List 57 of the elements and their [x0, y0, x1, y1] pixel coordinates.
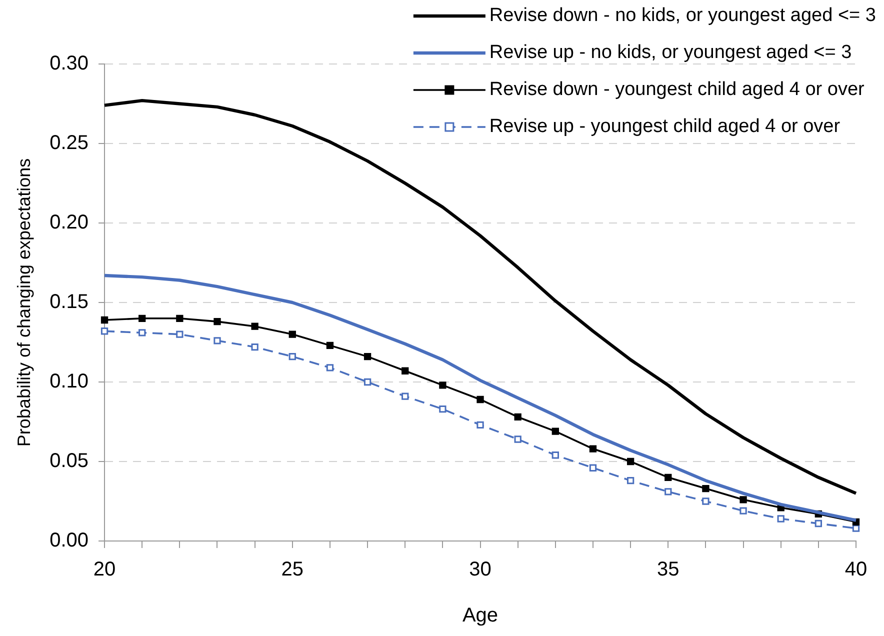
x-tick-label: 20: [93, 558, 116, 581]
point: [814, 520, 822, 528]
point: [214, 337, 221, 344]
point: [589, 464, 597, 472]
point: [852, 524, 860, 532]
point: [626, 458, 634, 466]
point: [439, 382, 446, 389]
point: [288, 330, 296, 338]
point: [251, 322, 258, 330]
point: [364, 378, 372, 386]
point: [702, 498, 710, 505]
point: [740, 496, 747, 504]
point: [439, 405, 446, 413]
point: [251, 343, 258, 351]
point: [176, 314, 184, 322]
point: [288, 352, 296, 360]
legend-label: Revise down - youngest child aged 4 or over: [489, 79, 866, 100]
x-tick-label: 30: [469, 558, 492, 581]
point: [514, 436, 522, 443]
point: [589, 445, 597, 452]
x-tick-label: 25: [281, 558, 304, 581]
point: [402, 367, 409, 374]
point: [626, 477, 634, 484]
point: [364, 352, 372, 360]
y-axis-title: Probability of changing expectations: [14, 158, 34, 447]
point: [402, 392, 409, 400]
point: [138, 329, 146, 336]
x-axis-title: Age: [462, 604, 498, 627]
point: [664, 488, 672, 496]
point: [664, 474, 672, 481]
point: [476, 396, 484, 404]
point: [176, 330, 184, 338]
point: [326, 342, 334, 350]
y-tick-label: 0.25: [50, 132, 89, 154]
y-tick-label: 0.05: [50, 450, 89, 472]
point: [552, 452, 559, 459]
point: [100, 328, 108, 335]
y-tick-label: 0.30: [50, 52, 89, 75]
x-tick-label: 40: [844, 558, 868, 581]
x-tick-label: 35: [657, 558, 680, 581]
point: [740, 507, 747, 514]
y-tick-label: 0.20: [50, 212, 89, 234]
legend-label: Revise up - no kids, or youngest aged <= 3: [489, 42, 852, 64]
point: [514, 413, 522, 421]
y-tick-label: 0.15: [50, 291, 89, 314]
point: [476, 421, 484, 429]
point: [138, 314, 146, 322]
point: [100, 316, 108, 324]
point: [702, 484, 710, 492]
y-tick-label: 0.00: [50, 530, 89, 552]
legend-label: Revise down - no kids, or youngest aged <= 3: [489, 5, 876, 26]
point: [326, 364, 334, 372]
point: [777, 515, 784, 522]
y-tick-label: 0.10: [50, 370, 89, 393]
point: [214, 318, 221, 326]
legend-label: Revise up - youngest child aged 4 or over: [489, 116, 841, 138]
point: [552, 428, 559, 435]
